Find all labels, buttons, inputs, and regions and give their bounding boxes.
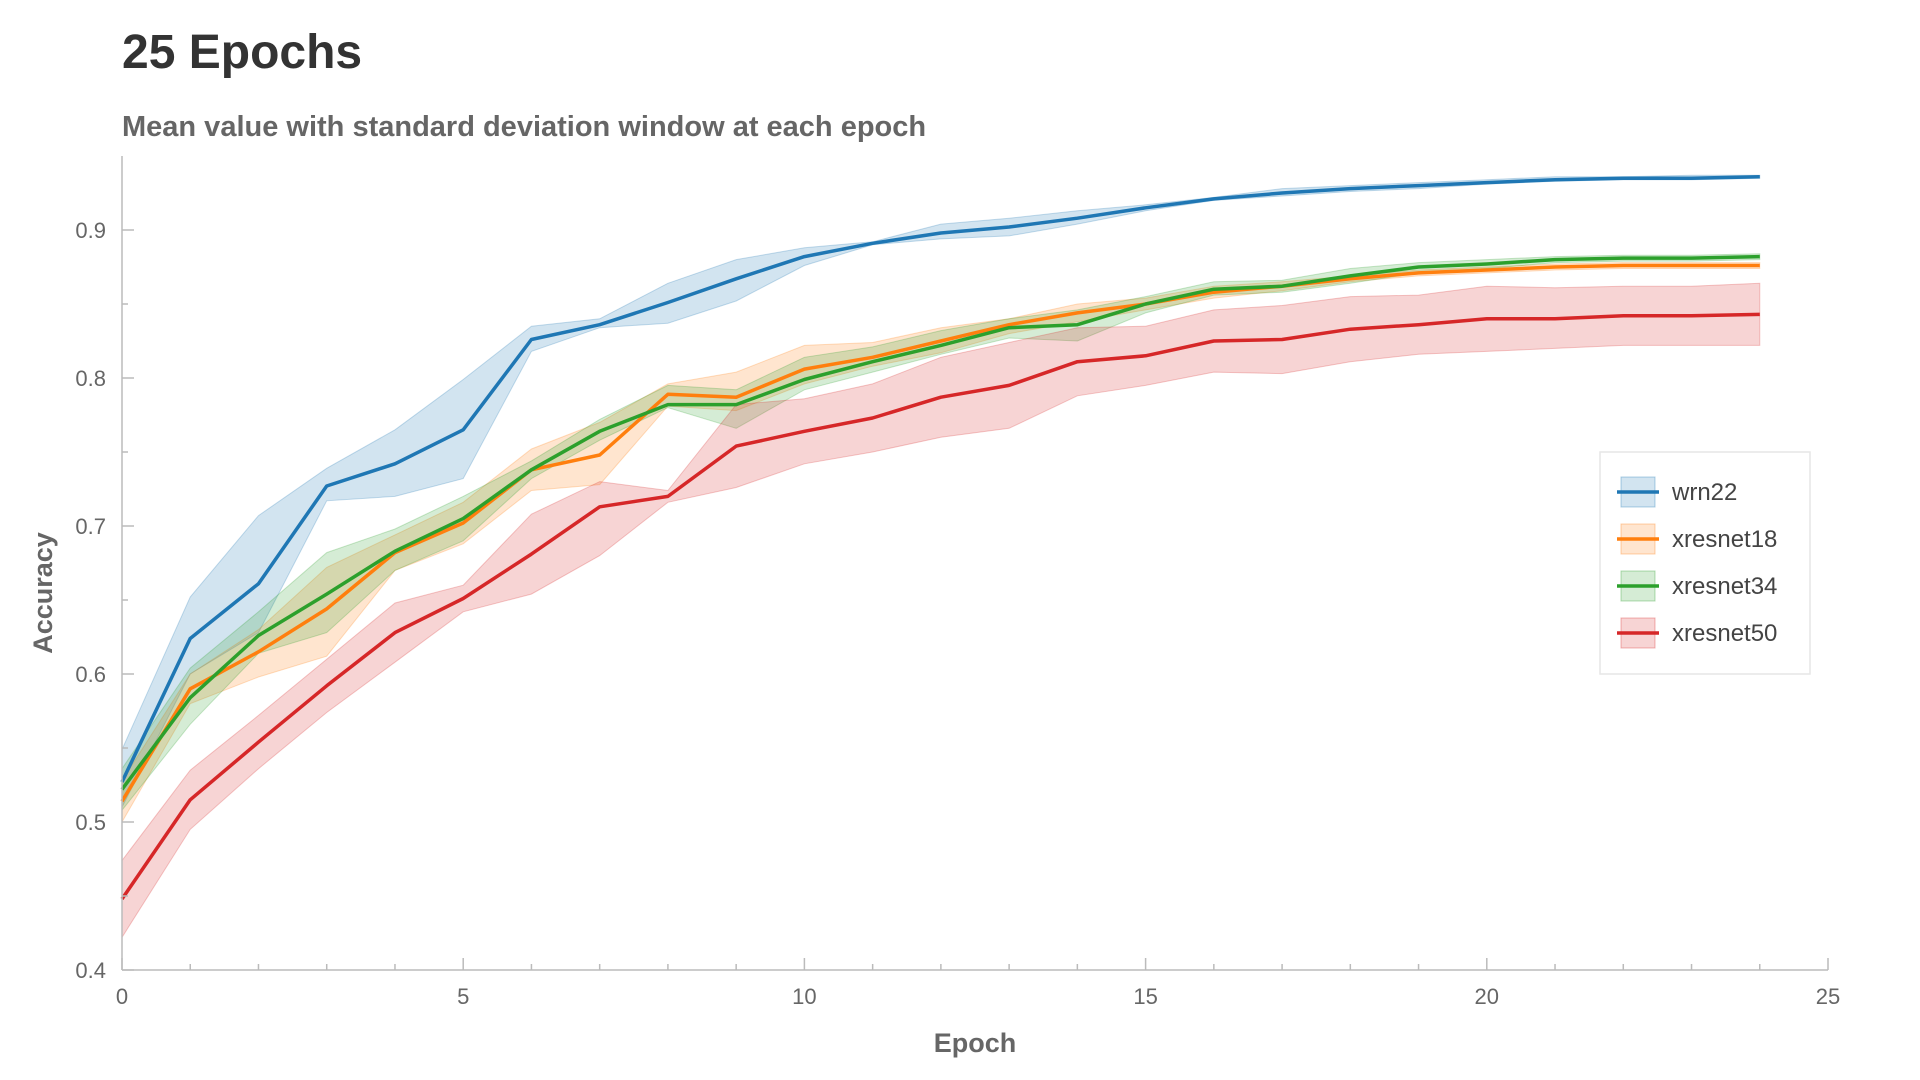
plot-area: 0 5 10 15 20 25 0.4 0.5 0.6 0.7 0.8 0.9 Epoch Accu… (28, 156, 1840, 1058)
y-tick-label: 0.8 (75, 366, 106, 391)
x-ticks: 0 5 10 15 20 25 (116, 958, 1840, 1009)
y-tick-label: 0.7 (75, 514, 106, 539)
legend-label-xresnet50: xresnet50 (1672, 620, 1777, 647)
band-xresnet50 (121, 282, 1761, 940)
legend-box (1599, 451, 1811, 675)
x-tick-label: 25 (1816, 984, 1840, 1009)
legend-label-wrn22: wrn22 (1671, 479, 1737, 506)
y-ticks: 0.4 0.5 0.6 0.7 0.8 0.9 (75, 218, 134, 983)
series-lines (120, 174, 1760, 900)
band-xresnet34 (121, 253, 1761, 812)
y-tick-label: 0.4 (75, 958, 106, 983)
line-xresnet50 (120, 312, 1760, 900)
y-tick-label: 0.6 (75, 662, 106, 687)
legend-item-xresnet50[interactable]: xresnet50 (1617, 617, 1777, 649)
x-tick-label: 10 (792, 984, 816, 1009)
x-tick-label: 5 (457, 984, 469, 1009)
y-tick-label: 0.5 (75, 810, 106, 835)
x-tick-label: 20 (1475, 984, 1499, 1009)
line-wrn22 (120, 174, 1760, 783)
axes: 0 5 10 15 20 25 0.4 0.5 0.6 0.7 0.8 0.9 (75, 156, 1840, 1009)
legend-label-xresnet18: xresnet18 (1672, 526, 1777, 553)
y-axis-title: Accuracy (28, 532, 58, 654)
legend-items: wrn22 xresnet18 xresnet34 xresnet50 (1617, 476, 1777, 649)
band-xresnet18 (121, 262, 1761, 824)
legend-item-xresnet18[interactable]: xresnet18 (1617, 523, 1777, 555)
x-tick-label: 0 (116, 984, 128, 1009)
chart-title: 25 Epochs (122, 26, 362, 79)
x-axis-title: Epoch (934, 1028, 1017, 1058)
y-tick-label: 0.9 (75, 218, 106, 243)
legend-item-wrn22[interactable]: wrn22 (1617, 476, 1737, 508)
chart-subtitle: Mean value with standard deviation windo… (122, 111, 926, 143)
line-xresnet34 (120, 254, 1760, 791)
legend[interactable]: wrn22 xresnet18 xresnet34 xresnet50 (1599, 451, 1811, 675)
legend-label-xresnet34: xresnet34 (1672, 573, 1777, 600)
legend-item-xresnet34[interactable]: xresnet34 (1617, 570, 1777, 602)
x-tick-label: 15 (1133, 984, 1157, 1009)
std-bands (121, 174, 1761, 940)
